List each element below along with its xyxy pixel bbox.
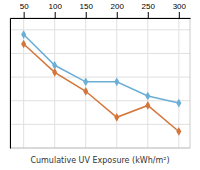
series-line (24, 35, 179, 104)
x-axis-line (11, 18, 191, 19)
x-tick-mark (148, 12, 149, 18)
x-tick-label: 50 (20, 2, 29, 11)
series-point (52, 68, 57, 77)
x-tick-mark (55, 12, 56, 18)
grid-line-x (54, 18, 55, 148)
grid-line-x (147, 18, 148, 148)
x-tick-label: 250 (142, 2, 156, 11)
y-axis (10, 19, 12, 149)
grid-line-y (10, 29, 190, 30)
grid (10, 18, 190, 148)
x-tick: 50 (20, 2, 29, 18)
grid-line-y (10, 53, 190, 54)
x-tick-mark (117, 12, 118, 18)
x-tick: 250 (142, 2, 156, 18)
x-axis: 50 100 150 200 250 300 (11, 2, 191, 19)
x-tick-mark (24, 12, 25, 18)
x-tick: 300 (173, 2, 187, 18)
y-axis-line (10, 19, 11, 149)
x-tick-label: 100 (49, 2, 63, 11)
series-point (83, 77, 88, 86)
grid-line-y (10, 124, 190, 125)
x-label: Cumulative UV Exposure (kWh/m²) (30, 156, 169, 165)
plot: 50 100 150 200 250 300 (10, 2, 191, 149)
series-line (24, 44, 179, 131)
series-point (176, 127, 181, 136)
series-point (145, 101, 150, 110)
chart: 50 100 150 200 250 300 Cumulative UV Exposure … (0, 0, 200, 170)
series-point (21, 30, 26, 39)
marks (21, 30, 181, 136)
x-tick: 150 (80, 2, 94, 18)
x-tick-label: 150 (80, 2, 94, 11)
x-tick: 200 (111, 2, 125, 18)
series-point (176, 99, 181, 108)
x-tick-mark (179, 12, 180, 18)
x-tick-label: 300 (173, 2, 187, 11)
x-tick-mark (86, 12, 87, 18)
plot-frame (10, 18, 190, 148)
series-point (83, 87, 88, 96)
x-tick: 100 (49, 2, 63, 18)
x-tick-label: 200 (111, 2, 125, 11)
series-point (114, 77, 119, 86)
series-point (21, 40, 26, 49)
grid-line-y (10, 100, 190, 101)
grid-line-y (10, 77, 190, 78)
series-point (114, 113, 119, 122)
series-point (145, 92, 150, 101)
